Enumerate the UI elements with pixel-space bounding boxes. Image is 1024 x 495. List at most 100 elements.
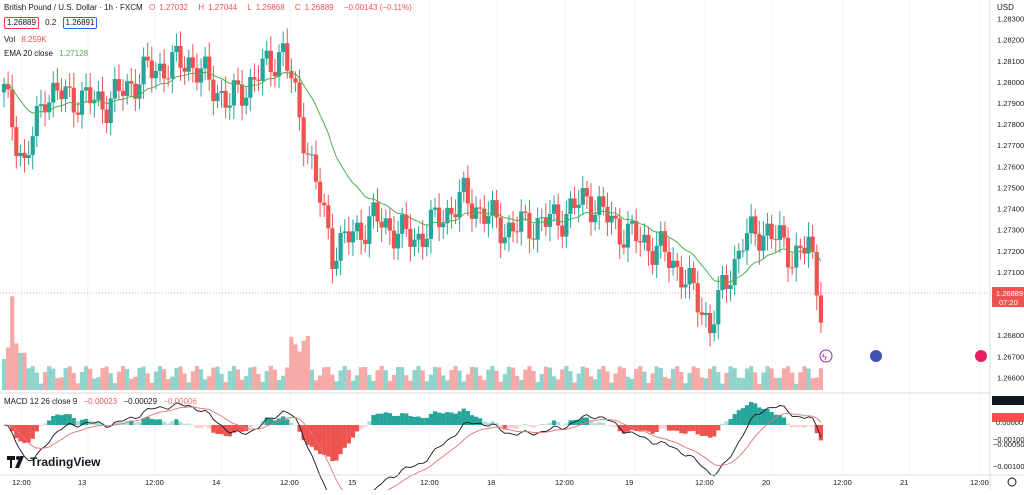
x-tick-label: 12:00 bbox=[420, 478, 439, 487]
volume-bar bbox=[42, 372, 48, 390]
macd-hist-bar bbox=[166, 423, 171, 425]
macd-hist-bar bbox=[785, 423, 791, 425]
candle-body bbox=[239, 84, 245, 106]
volume-bar bbox=[556, 379, 561, 390]
symbol-title[interactable]: British Pound / U.S. Dollar · 1h · FXCM bbox=[4, 3, 143, 12]
candle-body bbox=[625, 223, 631, 248]
volume-bar bbox=[289, 336, 294, 390]
lightning-event-icon[interactable] bbox=[819, 349, 833, 363]
candle-body bbox=[129, 81, 134, 84]
volume-bar bbox=[170, 376, 175, 390]
candle-body bbox=[375, 202, 380, 222]
candle-body bbox=[432, 207, 438, 210]
macd-hist-bar bbox=[404, 413, 409, 425]
candle-body bbox=[219, 90, 224, 93]
macd-hist-bar bbox=[519, 425, 524, 426]
volume-bar bbox=[129, 378, 134, 390]
svg-text:−0.00100: −0.00100 bbox=[993, 435, 1024, 444]
macd-hist-bar bbox=[264, 417, 269, 425]
macd-hist-bar bbox=[506, 425, 512, 429]
us-flag-event-icon[interactable] bbox=[870, 350, 882, 362]
x-tick-label: 12:00 bbox=[280, 478, 299, 487]
volume-bar bbox=[593, 379, 598, 390]
volume-bar bbox=[112, 383, 117, 390]
volume-bar bbox=[449, 369, 454, 390]
macd-hist-bar bbox=[543, 424, 548, 425]
candle-body bbox=[34, 105, 39, 137]
low-label: L bbox=[247, 3, 252, 12]
macd-hist-bar bbox=[432, 411, 438, 425]
volume-bar bbox=[490, 366, 495, 390]
volume-bar bbox=[231, 366, 236, 390]
volume-bar bbox=[416, 366, 421, 390]
candle-body bbox=[609, 215, 614, 223]
volume-bar bbox=[79, 371, 85, 390]
close-value: 1.26889 bbox=[304, 3, 334, 12]
candle-body bbox=[367, 216, 372, 244]
candle-body bbox=[564, 213, 569, 237]
volume-bar bbox=[810, 378, 815, 390]
volume-bar bbox=[379, 366, 384, 390]
change-value: −0.00143 (−0.11%) bbox=[343, 3, 412, 12]
candle-body bbox=[14, 127, 19, 157]
volume-bar bbox=[642, 371, 647, 390]
candle-body bbox=[510, 222, 516, 232]
volume-bar bbox=[207, 376, 212, 390]
volume-bar bbox=[285, 367, 290, 390]
macd-hist-bar bbox=[818, 425, 823, 441]
volume-bar bbox=[601, 366, 606, 390]
volume-bar bbox=[305, 336, 310, 390]
volume-bar bbox=[84, 366, 89, 390]
candle-body bbox=[379, 221, 384, 228]
volume-bar bbox=[6, 347, 11, 390]
macd-hist-bar bbox=[728, 419, 733, 425]
gear-icon[interactable] bbox=[1007, 477, 1017, 487]
macd-hist-bar bbox=[691, 425, 696, 432]
macd-hist-bar bbox=[547, 422, 553, 425]
volume-bar bbox=[186, 382, 191, 390]
candle-body bbox=[145, 56, 150, 61]
macd-hist-bar bbox=[798, 425, 803, 428]
candle-body bbox=[506, 222, 512, 238]
volume-bar bbox=[322, 367, 327, 390]
candle-body bbox=[531, 238, 536, 240]
uk-flag-event-icon[interactable] bbox=[975, 350, 987, 362]
macd-hist-bar bbox=[584, 417, 590, 425]
macd-hist-bar bbox=[14, 425, 19, 439]
volume-bar bbox=[535, 382, 540, 390]
volume-bar bbox=[785, 366, 791, 390]
volume-bar bbox=[293, 344, 298, 390]
buy-button[interactable]: 1.26891 bbox=[62, 17, 98, 29]
volume-bar bbox=[404, 375, 409, 390]
macd-hist-bar bbox=[790, 425, 795, 428]
candle-body bbox=[810, 236, 815, 252]
macd-hist-bar bbox=[350, 425, 356, 438]
volume-bar bbox=[174, 367, 179, 390]
volume-bar bbox=[461, 381, 466, 390]
macd-hist-bar bbox=[211, 425, 216, 433]
macd-hist-bar bbox=[757, 407, 762, 425]
sell-button[interactable]: 1.26889 bbox=[4, 17, 39, 29]
y-tick-label: 1.27200 bbox=[997, 247, 1024, 256]
macd-hist-bar bbox=[461, 408, 466, 425]
macd-hist-bar bbox=[683, 425, 688, 434]
macd-hist-bar bbox=[695, 425, 700, 435]
candle-body bbox=[798, 245, 803, 248]
macd-hist-bar bbox=[473, 416, 479, 425]
candle-body bbox=[736, 250, 741, 260]
candle-body bbox=[6, 84, 11, 90]
macd-hist-bar bbox=[10, 425, 15, 432]
volume-bar bbox=[588, 376, 594, 390]
volume-bar bbox=[519, 379, 524, 390]
volume-bar bbox=[88, 368, 93, 390]
volume-bar bbox=[75, 383, 80, 390]
candle-body bbox=[486, 215, 491, 224]
candle-body bbox=[416, 233, 421, 240]
volume-bar bbox=[465, 374, 470, 390]
candle-body bbox=[346, 231, 351, 243]
macd-hist-bar bbox=[457, 411, 462, 425]
volume-bar bbox=[790, 372, 795, 390]
candle-body bbox=[412, 239, 417, 247]
